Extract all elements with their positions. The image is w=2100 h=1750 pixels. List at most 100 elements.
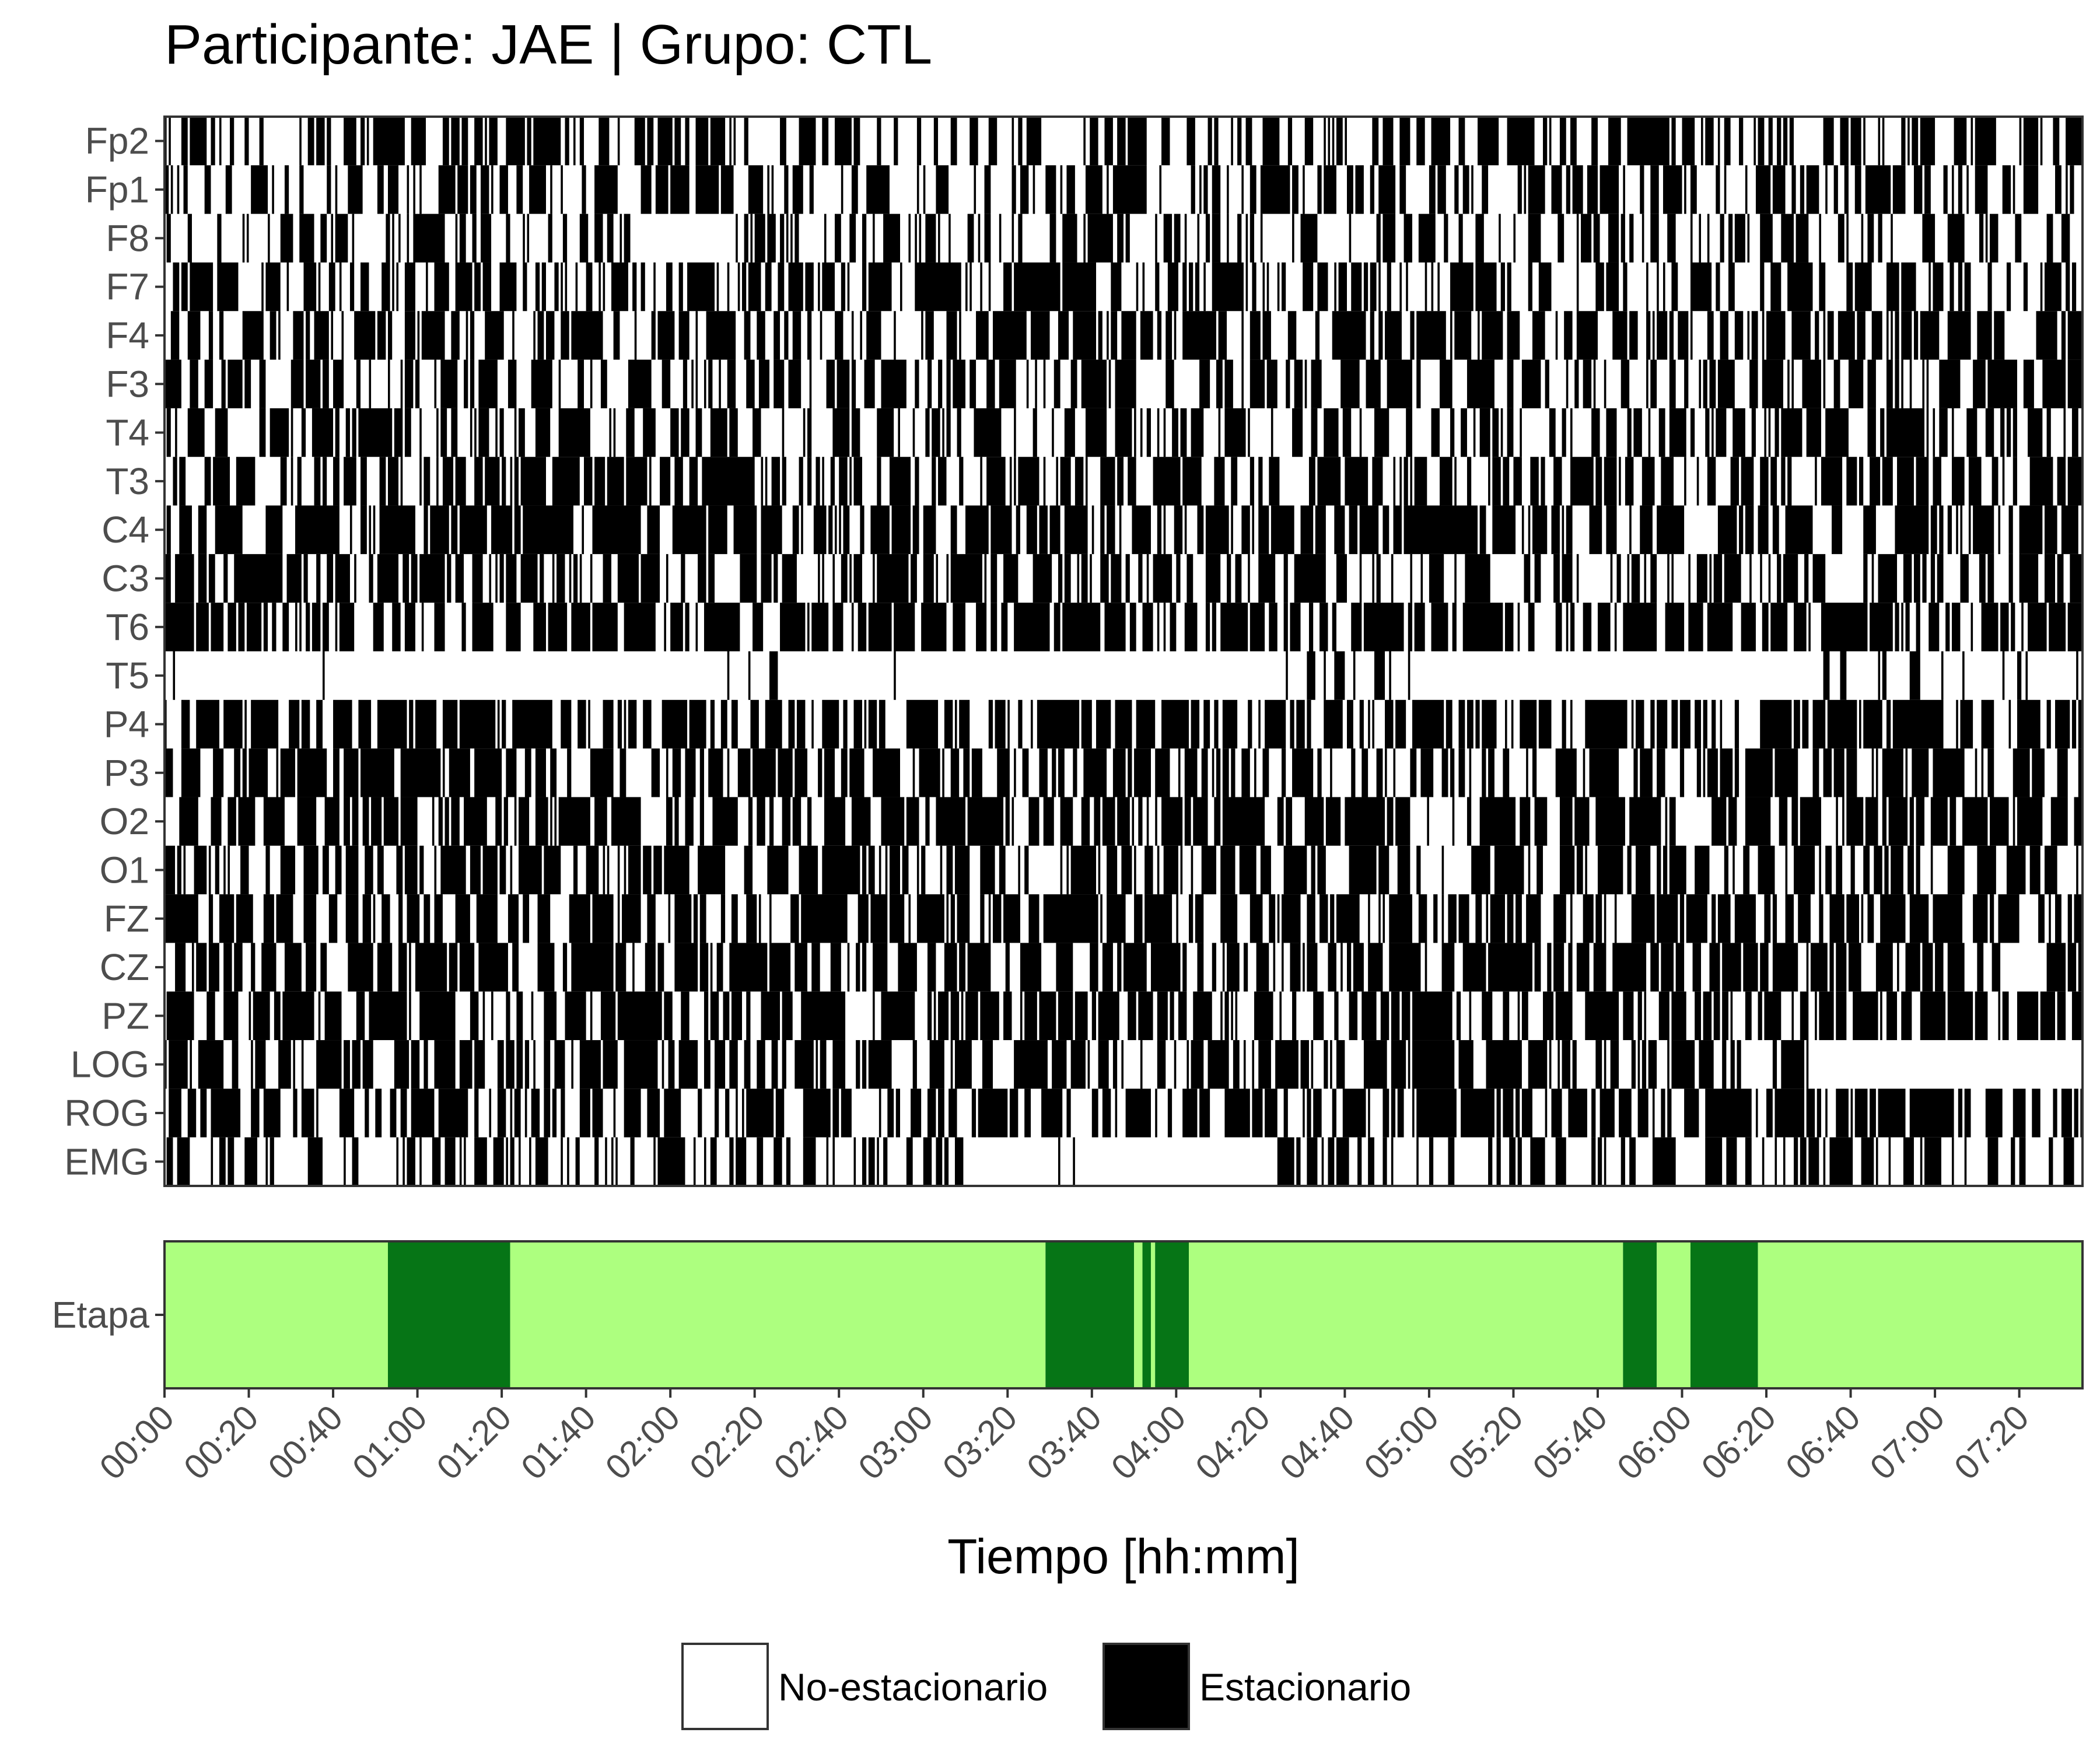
stationary-cell [1258, 699, 1261, 749]
stationary-cell [474, 408, 477, 457]
stationary-cell [1412, 699, 1444, 749]
stationary-cell [1712, 408, 1714, 457]
stationary-cell [442, 699, 458, 749]
stationary-cell [2019, 1137, 2026, 1186]
stationary-cell [561, 311, 569, 360]
stationary-cell [301, 1088, 314, 1138]
stationary-cell [173, 457, 177, 506]
stationary-cell [834, 214, 841, 262]
stationary-cell [999, 845, 1006, 895]
stationary-cell [1385, 311, 1402, 360]
stationary-cell [246, 603, 262, 652]
stationary-cell [699, 894, 706, 943]
stationary-cell [1947, 214, 1965, 262]
stationary-cell [1231, 457, 1238, 506]
stationary-cell [179, 797, 198, 846]
stationary-cell [1576, 943, 1590, 992]
stationary-cell [1410, 311, 1415, 360]
stationary-cell [1789, 117, 1794, 166]
stationary-cell [1235, 991, 1238, 1041]
stationary-cell [771, 1040, 778, 1089]
stationary-cell [211, 797, 222, 846]
stationary-cell [2032, 748, 2045, 797]
stationary-cell [1891, 311, 1893, 360]
stationary-cell [1990, 797, 2009, 846]
stationary-cell [1427, 797, 1429, 846]
stationary-cell [782, 554, 797, 603]
stationary-cell [1772, 943, 1798, 992]
stationary-cell [1439, 457, 1452, 506]
stationary-cell [2013, 748, 2030, 797]
stationary-cell [1321, 1137, 1324, 1186]
stationary-cell [698, 1088, 702, 1138]
stationary-cell [1266, 359, 1278, 408]
stationary-cell [1391, 991, 1400, 1041]
stationary-cell [1513, 457, 1522, 506]
stationary-cell [841, 554, 848, 603]
stationary-cell [1389, 943, 1421, 992]
stationary-cell [238, 603, 245, 652]
stationary-cell [1404, 214, 1412, 262]
stationary-cell [1370, 165, 1374, 214]
stationary-cell [459, 214, 466, 262]
stationary-cell [2000, 603, 2009, 652]
stationary-cell [514, 1088, 521, 1138]
stationary-cell [927, 1088, 936, 1138]
heatmap-row-rog [169, 1088, 2082, 1138]
stationary-cell [657, 943, 664, 992]
stationary-cell [1074, 457, 1084, 506]
stationary-cell [1441, 748, 1448, 797]
stationary-cell [211, 117, 215, 166]
stationary-cell [164, 845, 176, 895]
stationary-cell [1262, 311, 1271, 360]
stationary-cell [1503, 457, 1510, 506]
stationary-cell [1250, 457, 1255, 506]
stationary-cell [1412, 1040, 1455, 1089]
stationary-cell [678, 311, 690, 360]
stationary-cell [782, 408, 785, 457]
stationary-cell [624, 1088, 641, 1138]
legend-key-non-stationary [681, 1643, 769, 1730]
stationary-cell [2074, 1088, 2078, 1138]
stationary-cell [1755, 165, 1771, 214]
stationary-cell [691, 359, 694, 408]
stationary-cell [1555, 748, 1577, 797]
stationary-cell [579, 1088, 590, 1138]
stationary-cell [1516, 894, 1522, 943]
stationary-cell [1528, 505, 1531, 554]
heatmap-row-cz [175, 943, 2082, 992]
stationary-cell [1543, 991, 1554, 1041]
stationary-cell [2061, 1088, 2072, 1138]
stationary-cell [1772, 1040, 1777, 1089]
stationary-cell [324, 797, 340, 846]
stationary-cell [1115, 1088, 1118, 1138]
stationary-cell [710, 117, 726, 166]
stationary-cell [1770, 603, 1788, 652]
stationary-cell [1176, 894, 1178, 943]
stationary-cell [514, 797, 517, 846]
stationary-cell [881, 359, 907, 408]
stationary-cell [894, 603, 915, 652]
stationary-cell [609, 408, 611, 457]
stationary-cell [1320, 603, 1328, 652]
stationary-cell [438, 1088, 468, 1138]
stationary-cell [1359, 505, 1379, 554]
stationary-cell [352, 1137, 359, 1186]
stationary-cell [358, 408, 393, 457]
stationary-cell [251, 699, 279, 749]
stationary-cell [628, 699, 637, 749]
stationary-cell [853, 457, 862, 506]
stationary-cell [290, 359, 304, 408]
stationary-cell [1823, 311, 1826, 360]
stationary-cell [1661, 1088, 1665, 1138]
stationary-cell [1197, 943, 1204, 992]
stationary-cell [1992, 457, 1999, 506]
stationary-cell [1214, 699, 1219, 749]
stationary-cell [868, 1040, 892, 1089]
stationary-cell [1836, 845, 1843, 895]
stationary-cell [1652, 1137, 1676, 1186]
stationary-cell [1340, 359, 1360, 408]
stationary-cell [988, 262, 991, 312]
stationary-cell [965, 991, 978, 1041]
stationary-cell [1958, 165, 1963, 214]
